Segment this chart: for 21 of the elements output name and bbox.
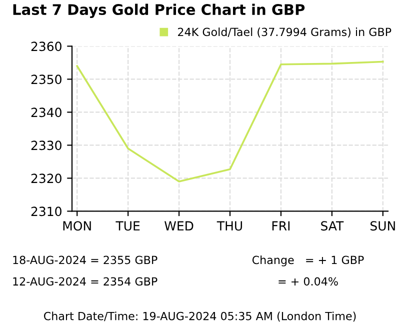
line-series — [76, 60, 384, 182]
x-tick-label: FRI — [272, 221, 290, 230]
text: Change = + 1 GBP — [252, 256, 364, 266]
y-tick-label: 2360 — [31, 42, 62, 52]
legend-label: 24K Gold/Tael (37.7994 Grams) in GBP — [178, 28, 392, 38]
text: 12-AUG-2024 = 2354 GBP — [13, 277, 158, 286]
x-tick-label: SAT — [321, 221, 344, 231]
text: = + 0.04% — [278, 277, 338, 286]
y-tick-label: 2310 — [31, 206, 62, 216]
y-tick-label: 2350 — [31, 74, 62, 84]
text: Chart Date/Time: 19-AUG-2024 05:35 AM (London Time) — [44, 312, 356, 322]
x-tick-label: WED — [164, 221, 194, 230]
y-tick-label: 2330 — [31, 140, 62, 150]
y-tick-label: 2320 — [31, 174, 62, 184]
chart-title: Last 7 Days Gold Price Chart in GBP — [13, 4, 305, 18]
y-tick-label: 2340 — [31, 108, 62, 118]
text: 18-AUG-2024 = 2355 GBP — [13, 256, 158, 264]
x-tick-label: MON — [63, 221, 91, 231]
x-tick-label: THU — [216, 221, 242, 231]
x-tick-label: TUE — [116, 221, 140, 231]
x-tick-label: SUN — [370, 221, 395, 231]
